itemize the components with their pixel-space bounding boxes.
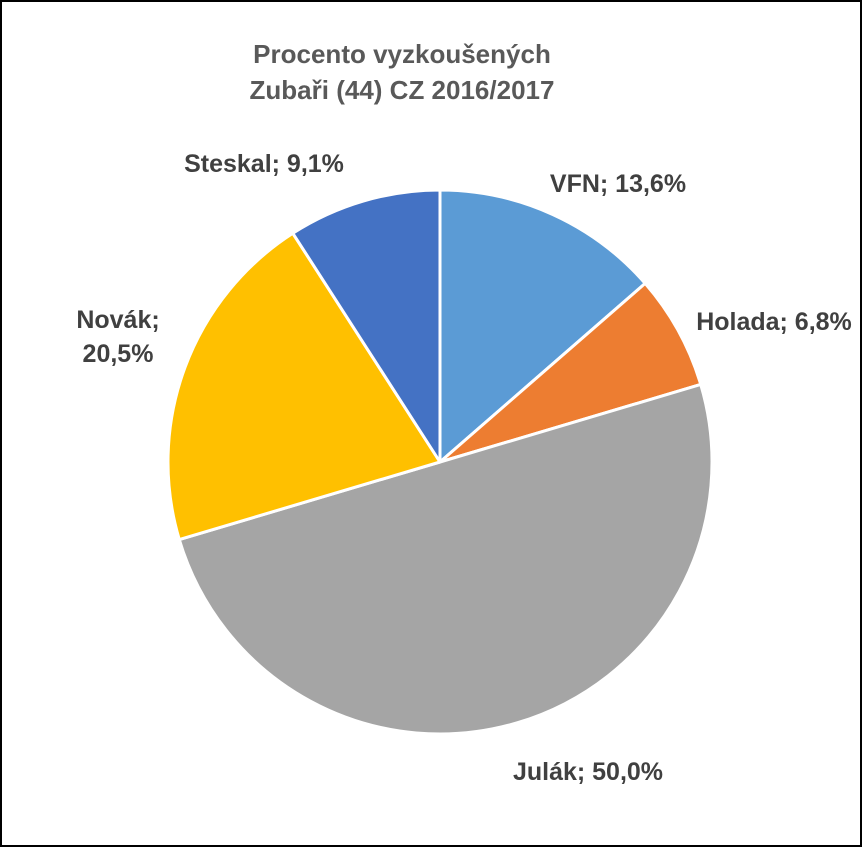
slice-label-vfn: VFN; 13,6% [550, 170, 686, 198]
slice-label-steskal: Steskal; 9,1% [184, 150, 344, 178]
pie-slice-julak [177, 382, 714, 736]
pie-slice-novak [166, 231, 442, 542]
pie-slice-holada [438, 281, 703, 464]
slice-label-novak: Novák; 20,5% [76, 306, 159, 368]
chart-subtitle: Zubaři (44) CZ 2016/2017 [249, 75, 555, 105]
pie-slice-steskal [291, 188, 442, 464]
slice-label-holada: Holada; 6,8% [696, 308, 852, 336]
chart-title: Procento vyzkoušených [253, 39, 551, 69]
pie-slice-vfn [438, 188, 647, 464]
slice-label-julak: Julák; 50,0% [513, 758, 663, 786]
